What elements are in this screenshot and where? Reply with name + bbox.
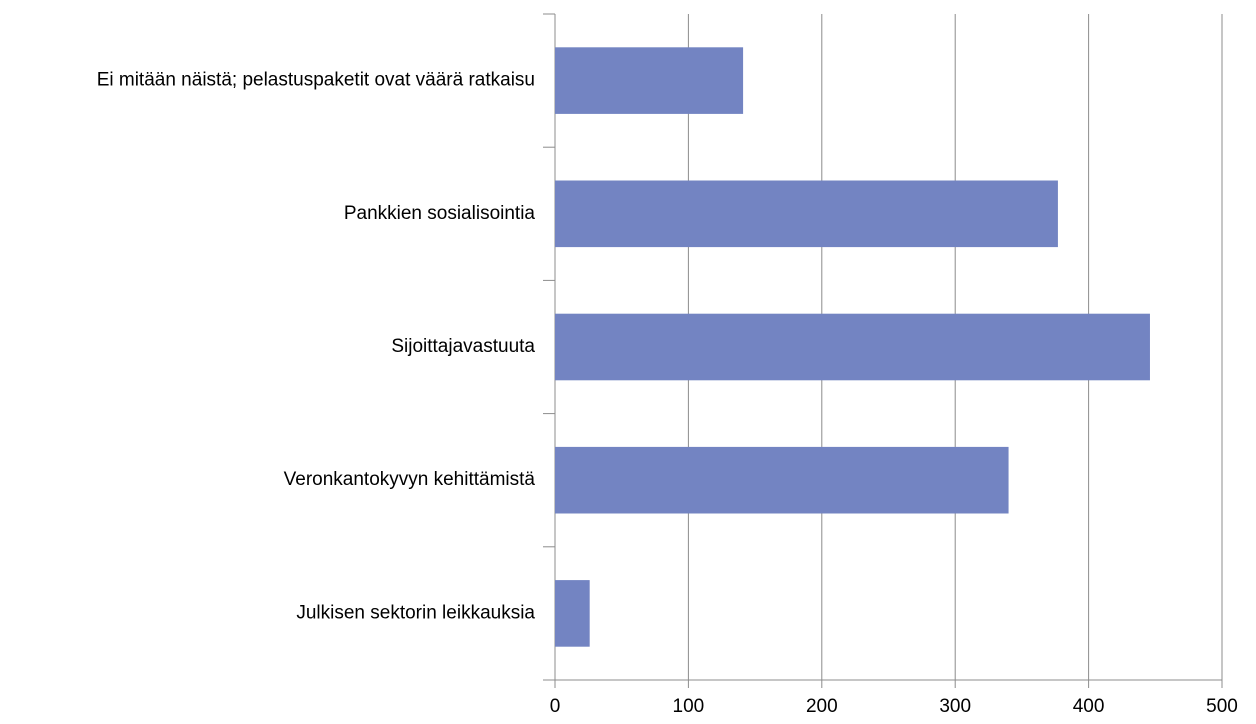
x-tick-label: 500 [1206, 696, 1238, 717]
y-tick-label: Julkisen sektorin leikkauksia [296, 602, 535, 623]
y-tick-label: Veronkantokyvyn kehittämistä [284, 469, 536, 490]
x-tick-label: 300 [939, 696, 971, 717]
x-tick-label: 200 [806, 696, 838, 717]
bar [555, 313, 1150, 381]
y-tick-label: Sijoittajavastuuta [391, 336, 535, 357]
x-tick-label: 100 [673, 696, 705, 717]
bar [555, 180, 1058, 248]
x-tick-label: 400 [1073, 696, 1105, 717]
bar [555, 446, 1009, 514]
bar [555, 580, 590, 647]
y-tick-label: Ei mitään näistä; pelastuspaketit ovat v… [97, 70, 535, 91]
y-tick-label: Pankkien sosialisointia [344, 203, 536, 224]
bar [555, 47, 744, 114]
x-tick-label: 0 [550, 696, 561, 717]
